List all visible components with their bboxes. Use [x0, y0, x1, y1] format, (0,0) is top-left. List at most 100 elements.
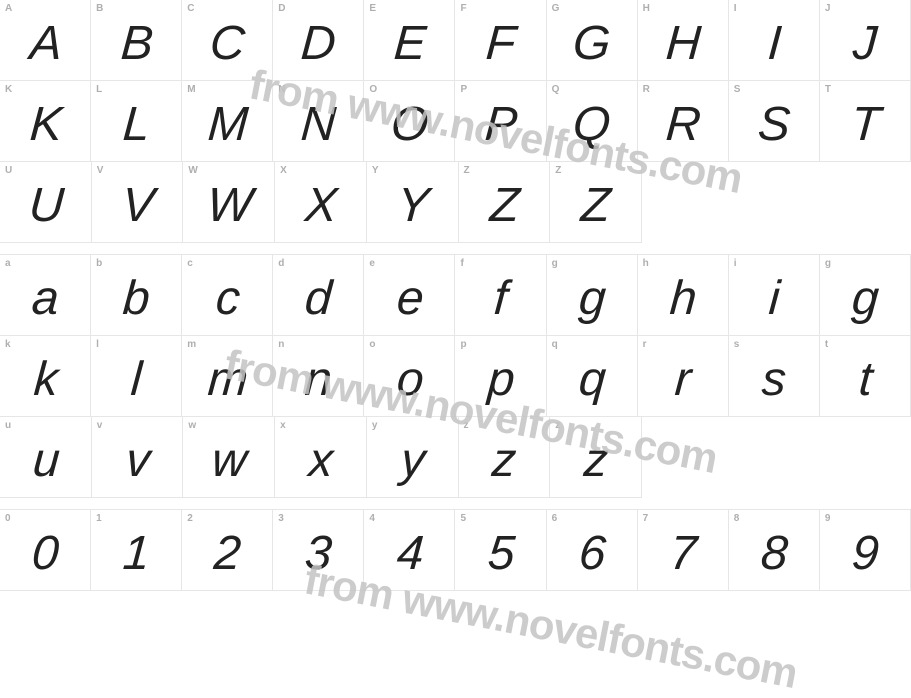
glyph-cell: 66 — [546, 509, 638, 591]
glyph-cell: 99 — [819, 509, 911, 591]
glyph-character: c — [214, 275, 240, 323]
glyph-label: Z — [464, 165, 470, 176]
glyph-cell: ss — [728, 335, 820, 417]
glyph-row: UUVVWWXXYYZZZZ — [0, 162, 911, 243]
glyph-character: C — [209, 20, 246, 68]
glyph-label: J — [825, 3, 831, 14]
glyph-character: 1 — [122, 530, 151, 578]
glyph-cell: CC — [181, 0, 273, 81]
glyph-cell: rr — [637, 335, 729, 417]
glyph-character: I — [766, 20, 782, 68]
glyph-label: u — [5, 420, 11, 431]
glyph-cell: JJ — [819, 0, 911, 81]
glyph-character: J — [852, 20, 878, 68]
glyph-character: 2 — [213, 530, 242, 578]
glyph-label: M — [187, 84, 195, 95]
glyph-cell: 22 — [181, 509, 273, 591]
glyph-label: Q — [552, 84, 560, 95]
glyph-label: I — [734, 3, 737, 14]
glyph-label: f — [460, 258, 463, 269]
glyph-character: 3 — [304, 530, 333, 578]
glyph-character: f — [493, 275, 509, 323]
glyph-cell: bb — [90, 254, 182, 336]
glyph-cell: TT — [819, 80, 911, 162]
glyph-character: Z — [580, 182, 612, 230]
glyph-cell: 00 — [0, 509, 91, 591]
glyph-character: P — [483, 101, 517, 149]
glyph-cell: YY — [366, 161, 459, 243]
glyph-cell: FF — [454, 0, 546, 81]
glyph-cell: uu — [0, 416, 92, 498]
glyph-cell: 88 — [728, 509, 820, 591]
glyph-cell: SS — [728, 80, 820, 162]
glyph-label: O — [369, 84, 377, 95]
glyph-character: X — [303, 182, 337, 230]
glyph-label: z — [555, 420, 560, 431]
glyph-cell: BB — [90, 0, 182, 81]
glyph-character: s — [761, 356, 787, 404]
glyph-cell: LL — [90, 80, 182, 162]
glyph-cell: dd — [272, 254, 364, 336]
glyph-cell: OO — [363, 80, 455, 162]
glyph-cell — [820, 416, 911, 498]
glyph-label: t — [825, 339, 828, 350]
glyph-cell: 11 — [90, 509, 182, 591]
glyph-row: KKLLMMNNOOPPQQRRSSTT — [0, 81, 911, 162]
glyph-cell: hh — [637, 254, 729, 336]
glyph-label: G — [552, 3, 560, 14]
glyph-cell: 55 — [454, 509, 546, 591]
glyph-label: v — [97, 420, 103, 431]
glyph-character: F — [485, 20, 517, 68]
glyph-cell: GG — [546, 0, 638, 81]
glyph-character: O — [390, 101, 430, 149]
glyph-row: kkllmmnnooppqqrrsstt — [0, 336, 911, 417]
glyph-character: n — [304, 356, 333, 404]
glyph-cell: qq — [546, 335, 638, 417]
glyph-label: 5 — [460, 513, 466, 524]
glyph-cell: cc — [181, 254, 273, 336]
glyph-label: 1 — [96, 513, 102, 524]
glyph-character: e — [395, 275, 424, 323]
glyph-cell: UU — [0, 161, 92, 243]
glyph-character: 4 — [395, 530, 424, 578]
glyph-character: 5 — [486, 530, 515, 578]
glyph-label: 8 — [734, 513, 740, 524]
glyph-character: 8 — [759, 530, 788, 578]
glyph-character: 7 — [668, 530, 697, 578]
glyph-label: p — [460, 339, 466, 350]
glyph-character: m — [206, 356, 248, 404]
glyph-label: h — [643, 258, 649, 269]
glyph-label: K — [5, 84, 12, 95]
glyph-character: G — [572, 20, 612, 68]
glyph-label: z — [464, 420, 469, 431]
glyph-cell: yy — [366, 416, 459, 498]
glyph-character: q — [577, 356, 606, 404]
glyph-character: E — [392, 20, 426, 68]
glyph-label: n — [278, 339, 284, 350]
glyph-cell: ll — [90, 335, 182, 417]
glyph-character: H — [664, 20, 701, 68]
glyph-character: K — [28, 101, 62, 149]
glyph-cell: ff — [454, 254, 546, 336]
glyph-cell: 44 — [363, 509, 455, 591]
glyph-label: C — [187, 3, 194, 14]
glyph-label: Z — [555, 165, 561, 176]
glyph-character: g — [850, 275, 879, 323]
glyph-character: 9 — [850, 530, 879, 578]
glyph-label: 4 — [369, 513, 375, 524]
glyph-label: g — [825, 258, 831, 269]
glyph-cell: QQ — [546, 80, 638, 162]
glyph-cell: WW — [182, 161, 275, 243]
glyph-cell — [731, 416, 822, 498]
glyph-character: l — [130, 356, 143, 404]
glyph-label: 7 — [643, 513, 649, 524]
glyph-cell: pp — [454, 335, 546, 417]
glyph-cell: vv — [91, 416, 184, 498]
glyph-label: 3 — [278, 513, 284, 524]
glyph-label: d — [278, 258, 284, 269]
glyph-character: b — [122, 275, 151, 323]
glyph-cell: KK — [0, 80, 91, 162]
glyph-label: B — [96, 3, 103, 14]
glyph-character: i — [767, 275, 780, 323]
glyph-cell: RR — [637, 80, 729, 162]
